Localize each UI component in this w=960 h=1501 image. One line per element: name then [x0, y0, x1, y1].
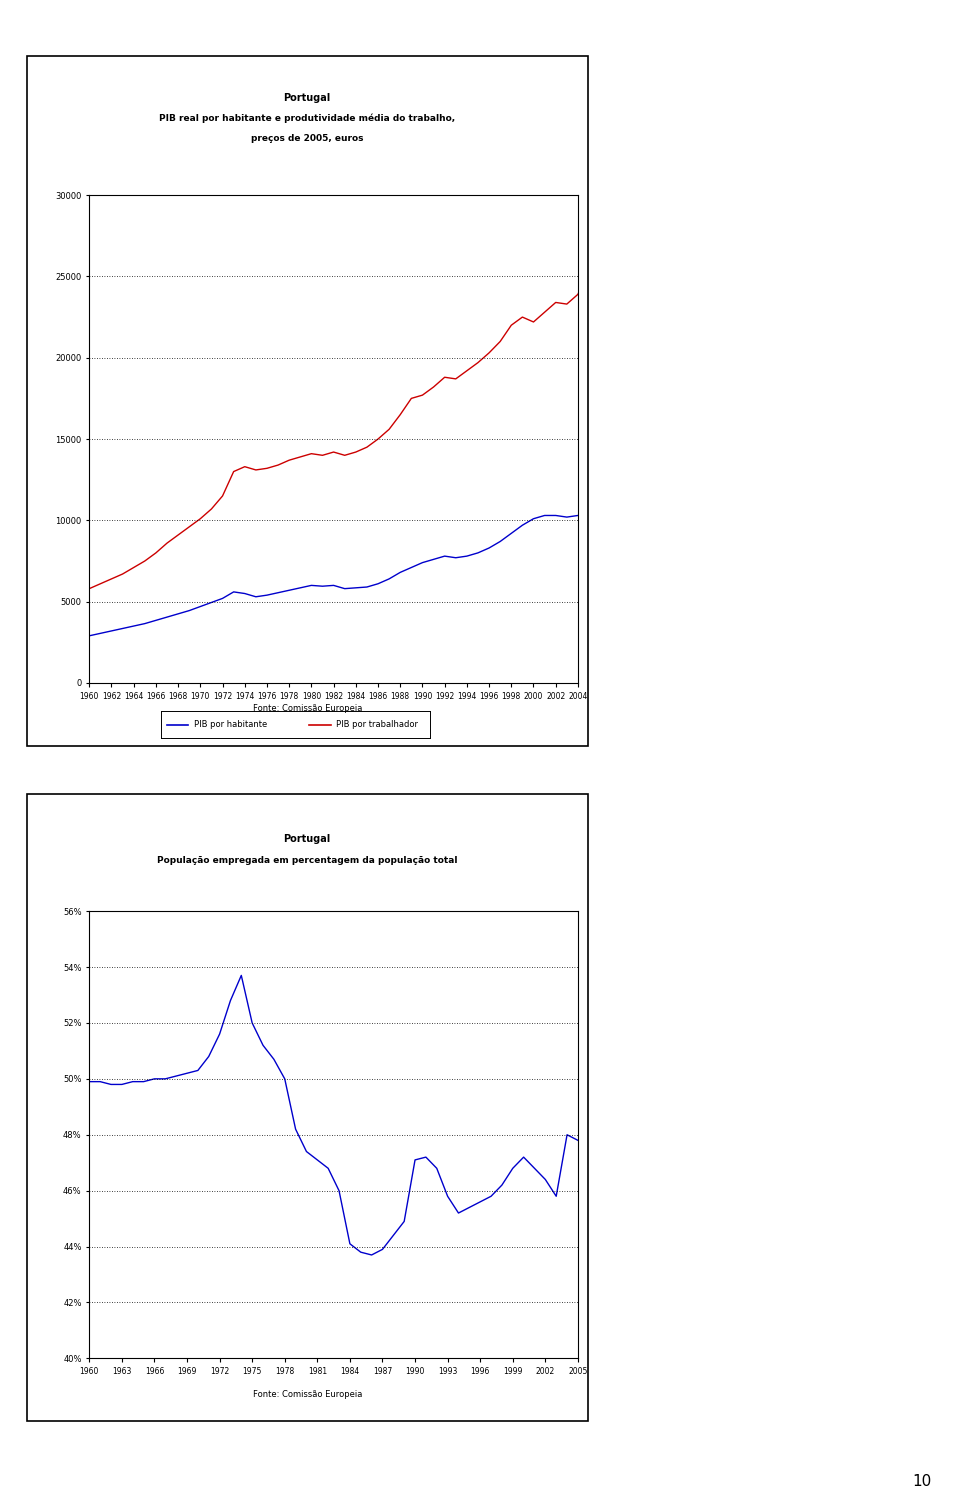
Text: PIB por habitante: PIB por habitante — [194, 720, 267, 729]
Text: População empregada em percentagem da população total: População empregada em percentagem da po… — [156, 856, 458, 865]
Text: 10: 10 — [912, 1474, 931, 1489]
Text: PIB real por habitante e produtividade média do trabalho,: PIB real por habitante e produtividade m… — [159, 114, 455, 123]
Text: Fonte: Comissão Europeia: Fonte: Comissão Europeia — [252, 1390, 362, 1399]
Text: Fonte: Comissão Europeia: Fonte: Comissão Europeia — [252, 704, 362, 713]
Text: Portugal: Portugal — [283, 93, 331, 102]
Text: Portugal: Portugal — [283, 835, 331, 844]
Text: PIB por trabalhador: PIB por trabalhador — [336, 720, 418, 729]
Text: preços de 2005, euros: preços de 2005, euros — [251, 134, 364, 143]
